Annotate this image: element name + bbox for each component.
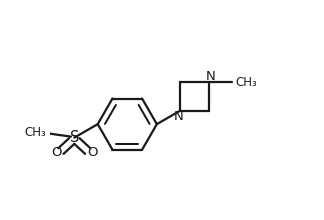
Text: CH₃: CH₃ [236,76,257,89]
Text: O: O [51,146,62,159]
Text: N: N [206,70,215,83]
Text: O: O [87,146,98,159]
Text: S: S [70,130,79,145]
Text: CH₃: CH₃ [24,126,46,139]
Text: N: N [173,110,183,123]
